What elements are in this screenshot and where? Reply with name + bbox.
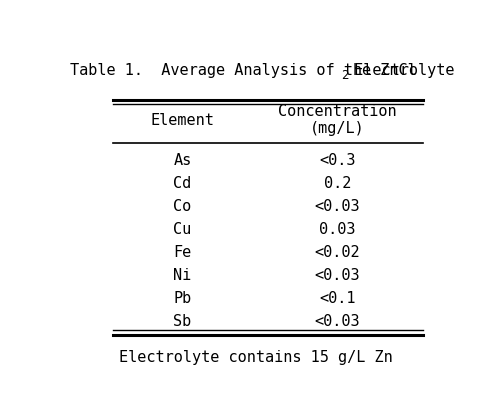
Text: <0.03: <0.03: [315, 314, 360, 329]
Text: Cd: Cd: [174, 176, 192, 191]
Text: As: As: [174, 153, 192, 168]
Text: 0.03: 0.03: [320, 222, 356, 237]
Text: Fe: Fe: [174, 245, 192, 260]
Text: <0.03: <0.03: [315, 268, 360, 283]
Text: Pb: Pb: [174, 291, 192, 306]
Text: Element: Element: [150, 112, 214, 128]
Text: Electrolyte contains 15 g/L Zn: Electrolyte contains 15 g/L Zn: [120, 349, 393, 364]
Text: 0.2: 0.2: [324, 176, 351, 191]
Text: <0.3: <0.3: [320, 153, 356, 168]
Text: Cu: Cu: [174, 222, 192, 237]
Text: 2: 2: [340, 69, 348, 81]
Text: Table 1.  Average Analysis of the ZnCl: Table 1. Average Analysis of the ZnCl: [70, 63, 417, 78]
Text: Electrolyte: Electrolyte: [346, 63, 455, 78]
Text: Concentration: Concentration: [278, 104, 397, 119]
Text: Sb: Sb: [174, 314, 192, 329]
Text: Ni: Ni: [174, 268, 192, 283]
Text: <0.1: <0.1: [320, 291, 356, 306]
Text: <0.02: <0.02: [315, 245, 360, 260]
Text: <0.03: <0.03: [315, 199, 360, 214]
Text: Co: Co: [174, 199, 192, 214]
Text: (mg/L): (mg/L): [310, 121, 365, 136]
